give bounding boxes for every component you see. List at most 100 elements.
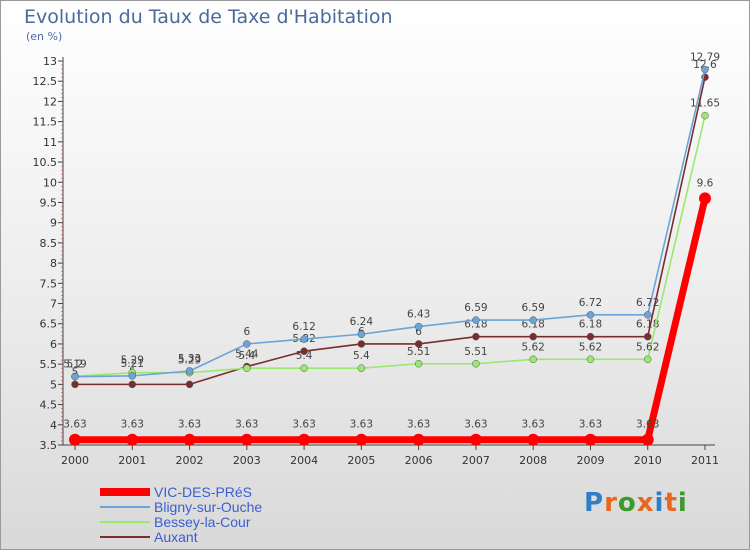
data-point xyxy=(357,364,366,372)
data-label: 5.44 xyxy=(235,349,259,361)
data-point xyxy=(243,364,251,372)
logo-letter: o xyxy=(617,488,637,518)
data-label: 11.65 xyxy=(690,98,720,110)
x-tick-label: 2008 xyxy=(519,454,547,467)
data-point xyxy=(300,335,308,343)
data-point xyxy=(527,433,540,446)
series-line xyxy=(74,115,706,378)
data-label: 6.18 xyxy=(521,319,544,331)
y-tick-label: 9.5 xyxy=(40,196,58,209)
y-tick-label: 5.5 xyxy=(40,358,58,371)
data-label: 5.4 xyxy=(238,350,255,362)
y-tick-label: 11 xyxy=(43,136,57,149)
series-line xyxy=(75,76,706,386)
data-label: 3.63 xyxy=(579,419,602,431)
logo-letter: i xyxy=(654,488,665,518)
legend-swatch xyxy=(100,505,150,508)
y-tick-label: 3.5 xyxy=(40,439,58,452)
y-tick-label: 6.5 xyxy=(40,318,58,331)
data-point xyxy=(472,332,480,341)
data-point xyxy=(357,330,366,338)
legend-label: Bligny-sur-Ouche xyxy=(154,498,263,515)
data-point xyxy=(641,433,654,446)
data-point xyxy=(71,380,79,389)
x-tick-label: 2002 xyxy=(176,454,204,467)
chart-subtitle: (en %) xyxy=(26,30,63,43)
data-point xyxy=(529,355,537,364)
x-tick-label: 2001 xyxy=(118,454,146,467)
data-point xyxy=(701,65,709,74)
data-label: 6 xyxy=(415,326,422,338)
data-point xyxy=(300,364,308,372)
logo-letter: t xyxy=(664,488,678,518)
legend-swatch xyxy=(100,535,150,538)
data-point xyxy=(414,360,423,368)
data-label: 5.19 xyxy=(63,359,86,371)
y-tick-label: 7.5 xyxy=(40,277,58,290)
y-tick-label: 12.5 xyxy=(33,75,58,88)
data-label: 5 xyxy=(72,366,79,378)
data-label: 5.29 xyxy=(178,355,201,367)
logo-letter: x xyxy=(636,488,655,518)
y-tick-label: 9 xyxy=(50,217,57,230)
y-tick-label: 10 xyxy=(43,176,57,189)
x-tick-label: 2000 xyxy=(61,454,89,467)
data-point xyxy=(414,340,423,348)
data-point xyxy=(643,355,652,364)
data-label: 6.18 xyxy=(636,319,659,331)
data-label: 3.63 xyxy=(63,419,86,431)
data-label: 12.6 xyxy=(693,59,717,71)
data-point xyxy=(185,380,194,389)
data-label: 5.62 xyxy=(579,341,602,353)
legend-swatch xyxy=(100,487,150,496)
data-label: 3.63 xyxy=(350,419,373,431)
data-point xyxy=(529,316,537,324)
data-point xyxy=(584,433,597,446)
legend-item: Bessey-la-Cour xyxy=(100,513,262,530)
legend-label: Bessey-la-Cour xyxy=(154,513,251,530)
data-point xyxy=(412,433,425,446)
data-label: 6.72 xyxy=(636,297,659,309)
series-line xyxy=(74,69,706,378)
x-tick-label: 2005 xyxy=(347,454,375,467)
y-tick-label: 12 xyxy=(43,95,57,108)
data-label: 3.63 xyxy=(178,419,201,431)
data-point xyxy=(414,322,423,331)
data-label: 6.18 xyxy=(579,319,602,331)
data-label: 5.4 xyxy=(296,350,313,362)
y-tick-label: 13 xyxy=(43,55,57,68)
data-point xyxy=(300,347,308,355)
x-tick-label: 2007 xyxy=(462,454,490,467)
data-label: 6.18 xyxy=(464,319,487,331)
data-label: 6.12 xyxy=(292,321,315,333)
data-label: 5.33 xyxy=(178,353,201,365)
data-point xyxy=(243,340,251,348)
data-label: 3.63 xyxy=(521,419,544,431)
data-point xyxy=(355,433,368,446)
data-label: 5.62 xyxy=(521,341,544,353)
legend-item: Auxant xyxy=(100,529,262,545)
data-label: 5.2 xyxy=(67,358,84,370)
logo-letter: i xyxy=(677,488,688,518)
data-point xyxy=(71,372,79,381)
data-point xyxy=(643,332,652,341)
y-tick-label: 10.5 xyxy=(33,156,58,169)
y-tick-label: 5 xyxy=(50,378,57,391)
x-tick-label: 2010 xyxy=(634,454,662,467)
data-label: 3.63 xyxy=(636,419,659,431)
data-point xyxy=(128,372,137,380)
data-point xyxy=(586,311,595,319)
data-point xyxy=(529,332,537,341)
data-point xyxy=(183,433,196,446)
chart-title: Evolution du Taux de Taxe d'Habitation xyxy=(24,6,393,28)
data-label: 5.4 xyxy=(353,350,370,362)
data-label: 3.63 xyxy=(235,419,258,431)
x-tick-label: 2006 xyxy=(405,454,433,467)
data-label: 5.51 xyxy=(407,346,430,358)
x-tick-label: 2009 xyxy=(576,454,604,467)
y-tick-label: 11.5 xyxy=(33,116,58,129)
x-tick-label: 2004 xyxy=(290,454,318,467)
data-point xyxy=(699,192,711,205)
